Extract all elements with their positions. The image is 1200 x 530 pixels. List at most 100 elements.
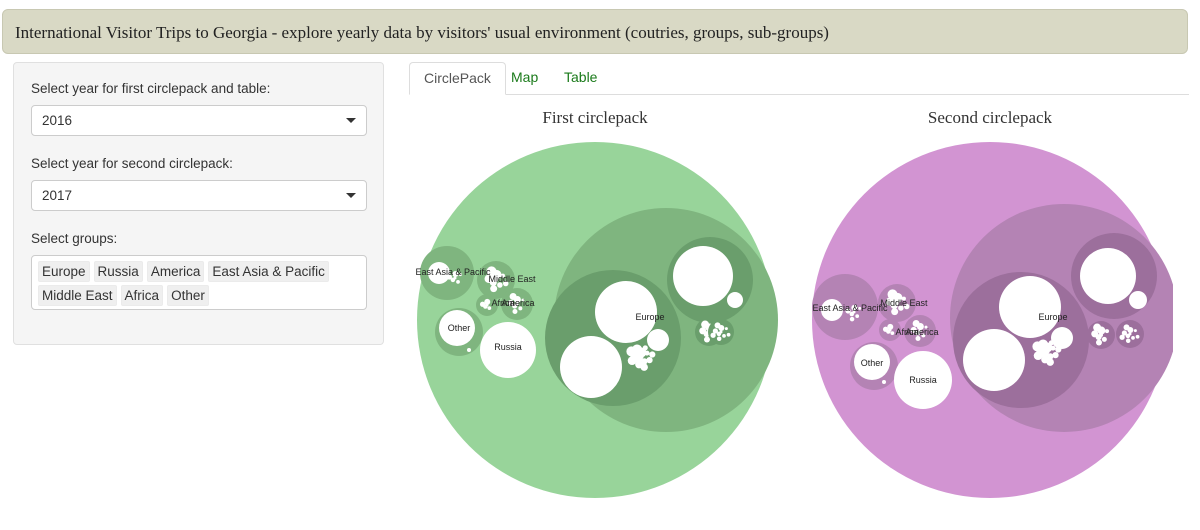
subgroup-circle[interactable] xyxy=(887,289,898,300)
subgroup-circle[interactable] xyxy=(855,314,860,319)
subgroup-circle[interactable] xyxy=(646,356,653,364)
subgroup-circle[interactable] xyxy=(1105,329,1110,334)
subgroup-circle[interactable] xyxy=(703,336,710,343)
subgroup-circle[interactable] xyxy=(699,327,707,335)
subgroup-circle[interactable] xyxy=(1052,351,1059,359)
subgroup-circle[interactable] xyxy=(1055,346,1062,353)
subgroup-circle[interactable] xyxy=(1131,336,1135,340)
subgroup-circle[interactable] xyxy=(849,311,855,317)
country-circle[interactable] xyxy=(1129,291,1147,309)
group-chip[interactable]: Africa xyxy=(120,285,164,306)
subgroup-circle[interactable] xyxy=(1101,336,1107,342)
subgroup-circle[interactable] xyxy=(903,303,910,310)
subgroup-circle[interactable] xyxy=(714,322,721,329)
tab-map[interactable]: Map xyxy=(511,69,539,85)
subgroup-circle[interactable] xyxy=(484,274,494,283)
subgroup-circle[interactable] xyxy=(512,303,518,309)
subgroup-circle[interactable] xyxy=(507,299,514,306)
subgroup-circle[interactable] xyxy=(518,306,523,311)
subgroup-circle[interactable] xyxy=(712,328,719,334)
subgroup-circle[interactable] xyxy=(446,274,452,280)
group-chip[interactable]: Russia xyxy=(93,261,143,282)
tab-table[interactable]: Table xyxy=(564,69,598,85)
subgroup-circle[interactable] xyxy=(1119,334,1125,340)
subgroup-circle[interactable] xyxy=(882,326,889,332)
subgroup-circle[interactable] xyxy=(1125,338,1131,343)
subgroup-circle[interactable] xyxy=(1047,353,1054,360)
subgroup-circle[interactable] xyxy=(450,277,456,283)
subgroup-circle[interactable] xyxy=(716,331,722,337)
subgroup-circle[interactable] xyxy=(644,350,650,356)
subgroup-circle[interactable] xyxy=(521,298,525,302)
subgroup-circle[interactable] xyxy=(1091,330,1099,338)
subgroup-circle[interactable] xyxy=(486,266,497,277)
subgroup-circle[interactable] xyxy=(458,273,462,277)
group-chip[interactable]: East Asia & Pacific xyxy=(208,261,329,282)
subgroup-circle[interactable] xyxy=(915,336,921,342)
group-chip[interactable]: Europe xyxy=(38,261,90,282)
country-circle[interactable] xyxy=(428,262,450,284)
country-circle[interactable] xyxy=(999,276,1061,338)
subgroup-circle[interactable] xyxy=(1125,333,1131,339)
subgroup-circle[interactable] xyxy=(502,280,509,287)
year1-select[interactable]: 2016 xyxy=(31,105,367,136)
subgroup-circle[interactable] xyxy=(910,326,917,333)
subgroup-circle[interactable] xyxy=(924,325,928,329)
country-circle[interactable] xyxy=(1080,248,1136,304)
subgroup-circle[interactable] xyxy=(500,273,505,278)
subgroup-circle[interactable] xyxy=(497,282,503,288)
tab-circlepack[interactable]: CirclePack xyxy=(409,62,506,95)
country-circle[interactable] xyxy=(467,348,471,352)
subgroup-circle[interactable] xyxy=(1121,330,1128,336)
subgroup-circle[interactable] xyxy=(915,330,921,336)
subgroup-circle[interactable] xyxy=(912,320,920,328)
subgroup-circle[interactable] xyxy=(885,297,895,306)
country-circle[interactable] xyxy=(647,329,669,351)
subgroup-circle[interactable] xyxy=(1050,345,1056,351)
groups-multiselect[interactable]: Europe Russia America East Asia & Pacifi… xyxy=(31,255,367,310)
subgroup-circle[interactable] xyxy=(640,363,648,371)
subgroup-circle[interactable] xyxy=(1046,358,1054,366)
subgroup-circle[interactable] xyxy=(716,336,722,341)
subgroup-circle[interactable] xyxy=(701,320,710,329)
subgroup-circle[interactable] xyxy=(849,316,855,322)
subgroup-circle[interactable] xyxy=(1033,351,1043,361)
country-circle[interactable] xyxy=(727,292,743,308)
country-circle[interactable] xyxy=(821,299,843,321)
subgroup-circle[interactable] xyxy=(649,351,656,358)
group-circle-russia[interactable] xyxy=(894,351,952,409)
subgroup-circle[interactable] xyxy=(722,334,726,338)
subgroup-circle[interactable] xyxy=(626,346,637,357)
country-circle[interactable] xyxy=(595,281,657,343)
subgroup-circle[interactable] xyxy=(891,308,899,316)
group-chip[interactable]: America xyxy=(146,261,205,282)
subgroup-circle[interactable] xyxy=(642,345,648,351)
subgroup-circle[interactable] xyxy=(452,270,459,277)
subgroup-circle[interactable] xyxy=(512,309,518,315)
subgroup-circle[interactable] xyxy=(487,306,492,310)
country-circle[interactable] xyxy=(1051,327,1073,349)
subgroup-circle[interactable] xyxy=(887,323,894,330)
subgroup-circle[interactable] xyxy=(484,298,491,305)
subgroup-circle[interactable] xyxy=(858,306,862,310)
subgroup-circle[interactable] xyxy=(479,301,486,307)
subgroup-circle[interactable] xyxy=(901,296,906,301)
subgroup-circle[interactable] xyxy=(641,358,648,365)
subgroup-circle[interactable] xyxy=(1123,324,1130,331)
country-circle[interactable] xyxy=(882,380,886,384)
subgroup-circle[interactable] xyxy=(1048,340,1054,346)
subgroup-circle[interactable] xyxy=(627,356,637,366)
year2-select[interactable]: 2017 xyxy=(31,180,367,211)
subgroup-circle[interactable] xyxy=(890,331,895,335)
subgroup-circle[interactable] xyxy=(845,308,851,314)
subgroup-circle[interactable] xyxy=(1133,329,1137,333)
country-circle[interactable] xyxy=(963,329,1025,391)
group-chip[interactable]: Middle East xyxy=(38,285,117,306)
subgroup-circle[interactable] xyxy=(509,293,517,301)
subgroup-circle[interactable] xyxy=(710,332,716,338)
subgroup-circle[interactable] xyxy=(1135,334,1140,339)
group-chip[interactable]: Other xyxy=(167,285,209,306)
subgroup-circle[interactable] xyxy=(490,285,498,293)
group-circle-russia[interactable] xyxy=(480,322,536,378)
